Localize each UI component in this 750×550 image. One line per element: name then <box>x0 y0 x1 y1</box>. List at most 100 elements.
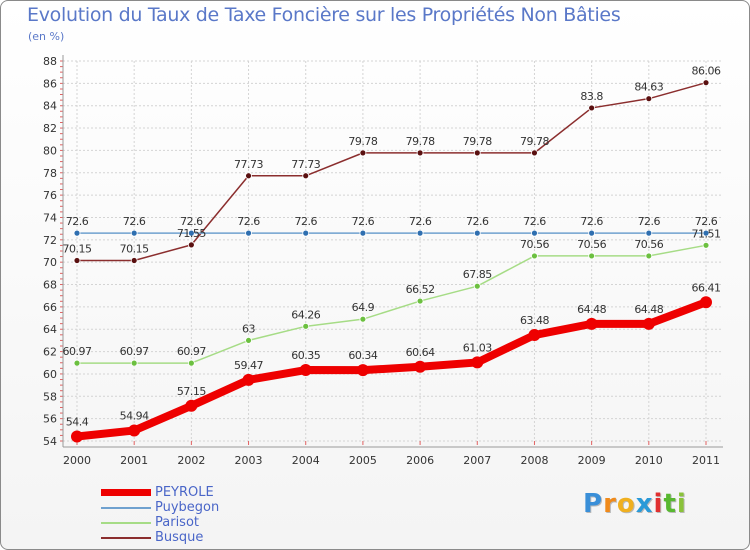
data-point-parisot <box>588 252 596 260</box>
data-point-parisot <box>531 252 538 260</box>
data-point-busque <box>702 79 710 87</box>
x-tick-label: 2008 <box>520 454 548 467</box>
legend-item-parisot: Parisot <box>101 515 219 530</box>
data-label-busque: 77.73 <box>291 158 320 171</box>
y-tick-label: 60 <box>43 368 57 381</box>
data-label-parisot: 70.56 <box>634 238 663 251</box>
data-label-parisot: 70.56 <box>520 238 549 251</box>
data-label-busque: 71.55 <box>177 227 206 240</box>
data-label-puybegon: 72.6 <box>352 215 375 228</box>
data-label-busque: 70.15 <box>120 243 149 256</box>
data-point-parisot <box>645 252 653 260</box>
y-tick-label: 72 <box>43 234 57 247</box>
data-label-peyrole: 57.15 <box>177 385 206 398</box>
data-label-parisot: 60.97 <box>63 345 92 358</box>
data-point-puybegon <box>130 229 138 237</box>
data-label-puybegon: 72.6 <box>638 215 661 228</box>
data-point-parisot <box>187 359 195 367</box>
y-tick-label: 62 <box>43 346 57 359</box>
data-label-parisot: 63 <box>242 322 255 335</box>
y-tick-label: 88 <box>43 55 57 68</box>
data-label-peyrole: 61.03 <box>463 341 492 354</box>
data-label-puybegon: 72.6 <box>294 215 317 228</box>
data-label-peyrole: 60.34 <box>348 349 377 362</box>
data-point-peyrole <box>414 360 427 373</box>
data-point-peyrole <box>71 430 83 443</box>
logo-letter: t <box>663 489 677 519</box>
data-point-peyrole <box>356 364 369 377</box>
data-point-peyrole <box>700 296 712 309</box>
data-label-peyrole: 59.47 <box>234 359 263 372</box>
data-point-parisot <box>73 359 81 367</box>
data-point-busque <box>245 172 252 180</box>
legend-label-peyrole: PEYROLE <box>155 485 214 500</box>
y-tick-label: 80 <box>43 144 57 157</box>
data-label-busque: 79.78 <box>520 135 549 148</box>
data-label-parisot: 64.9 <box>352 301 375 314</box>
proxiti-logo: Proxiti <box>583 489 687 519</box>
logo-letter: r <box>603 489 617 519</box>
data-point-parisot <box>473 282 481 290</box>
data-label-peyrole: 64.48 <box>577 303 606 316</box>
data-label-busque: 83.8 <box>580 90 603 103</box>
data-point-puybegon <box>645 229 653 237</box>
data-label-puybegon: 72.6 <box>580 215 603 228</box>
data-label-parisot: 71.51 <box>692 227 721 240</box>
legend-label-parisot: Parisot <box>155 515 200 530</box>
data-label-parisot: 60.97 <box>120 345 149 358</box>
y-tick-label: 78 <box>43 167 57 180</box>
data-label-busque: 79.78 <box>348 135 377 148</box>
y-tick-label: 82 <box>43 122 57 135</box>
logo-letter: o <box>616 489 636 519</box>
data-point-busque <box>130 257 138 264</box>
data-point-peyrole <box>471 356 484 369</box>
series-line-parisot <box>76 244 707 364</box>
data-point-busque <box>302 172 310 180</box>
data-label-parisot: 70.56 <box>577 238 606 251</box>
data-point-puybegon <box>302 229 310 237</box>
data-point-peyrole <box>128 424 141 437</box>
data-label-parisot: 60.97 <box>177 345 206 358</box>
legend: PEYROLE Puybegon Parisot Busque <box>101 485 219 545</box>
series-line-peyrole <box>73 298 710 441</box>
data-point-parisot <box>416 297 424 305</box>
data-point-parisot <box>245 337 252 344</box>
data-point-parisot <box>359 315 367 323</box>
data-point-puybegon <box>245 229 252 237</box>
data-label-peyrole: 54.94 <box>120 409 149 422</box>
data-point-puybegon <box>702 229 710 237</box>
y-tick-label: 64 <box>43 323 57 336</box>
y-tick-label: 66 <box>43 301 57 314</box>
x-tick-label: 2006 <box>406 454 434 467</box>
legend-item-puybegon: Puybegon <box>101 500 219 515</box>
data-point-puybegon <box>416 229 424 237</box>
y-tick-label: 84 <box>43 100 57 113</box>
legend-swatch-puybegon <box>101 506 151 509</box>
data-label-parisot: 64.26 <box>291 308 320 321</box>
data-point-peyrole <box>242 373 255 386</box>
data-label-busque: 79.78 <box>463 135 492 148</box>
data-label-puybegon: 72.6 <box>409 215 432 228</box>
data-point-puybegon <box>187 229 195 237</box>
x-tick-label: 2003 <box>235 454 263 467</box>
legend-item-busque: Busque <box>101 530 219 545</box>
data-point-peyrole <box>185 399 198 412</box>
x-tick-label: 2000 <box>63 454 91 467</box>
legend-swatch-parisot <box>101 521 151 524</box>
y-tick-label: 58 <box>43 390 57 403</box>
y-tick-label: 56 <box>43 413 57 426</box>
data-label-busque: 77.73 <box>234 158 263 171</box>
data-point-busque <box>73 257 81 264</box>
legend-label-puybegon: Puybegon <box>155 500 220 515</box>
data-point-peyrole <box>299 364 312 377</box>
data-label-parisot: 67.85 <box>463 268 492 281</box>
chart-title: Evolution du Taux de Taxe Foncière sur l… <box>27 4 621 26</box>
data-label-parisot: 66.52 <box>406 283 435 296</box>
data-label-busque: 86.06 <box>692 65 721 78</box>
data-label-puybegon: 72.6 <box>180 215 203 228</box>
data-point-busque <box>473 149 481 157</box>
legend-swatch-busque <box>101 536 151 539</box>
x-tick-label: 2011 <box>692 454 720 467</box>
y-tick-label: 86 <box>43 77 57 90</box>
